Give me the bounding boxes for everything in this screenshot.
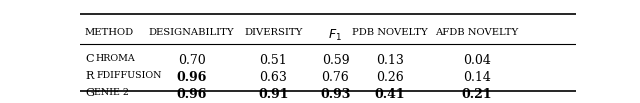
Text: DIVERSITY: DIVERSITY bbox=[244, 28, 303, 37]
Text: G: G bbox=[85, 88, 94, 98]
Text: FDIFFUSION: FDIFFUSION bbox=[97, 71, 163, 80]
Text: ENIE 2: ENIE 2 bbox=[94, 88, 129, 97]
Text: 0.41: 0.41 bbox=[374, 88, 405, 101]
Text: 0.14: 0.14 bbox=[463, 71, 491, 84]
Text: 0.96: 0.96 bbox=[177, 88, 207, 101]
Text: $F_1$: $F_1$ bbox=[328, 28, 342, 43]
Text: 0.13: 0.13 bbox=[376, 54, 404, 67]
Text: 0.04: 0.04 bbox=[463, 54, 491, 67]
Text: 0.93: 0.93 bbox=[320, 88, 351, 101]
Text: PDB NOVELTY: PDB NOVELTY bbox=[352, 28, 428, 37]
Text: METHOD: METHOD bbox=[85, 28, 134, 37]
Text: 0.63: 0.63 bbox=[259, 71, 287, 84]
Text: 0.59: 0.59 bbox=[322, 54, 349, 67]
Text: C: C bbox=[85, 54, 93, 64]
Text: 0.21: 0.21 bbox=[461, 88, 492, 101]
Text: R: R bbox=[85, 71, 93, 81]
Text: AFDB NOVELTY: AFDB NOVELTY bbox=[435, 28, 518, 37]
Text: 0.51: 0.51 bbox=[260, 54, 287, 67]
Text: 0.26: 0.26 bbox=[376, 71, 404, 84]
Text: 0.91: 0.91 bbox=[258, 88, 289, 101]
Text: 0.70: 0.70 bbox=[178, 54, 205, 67]
Text: DESIGNABILITY: DESIGNABILITY bbox=[148, 28, 234, 37]
Text: HROMA: HROMA bbox=[95, 54, 135, 63]
Text: 0.76: 0.76 bbox=[321, 71, 349, 84]
Text: 0.96: 0.96 bbox=[177, 71, 207, 84]
